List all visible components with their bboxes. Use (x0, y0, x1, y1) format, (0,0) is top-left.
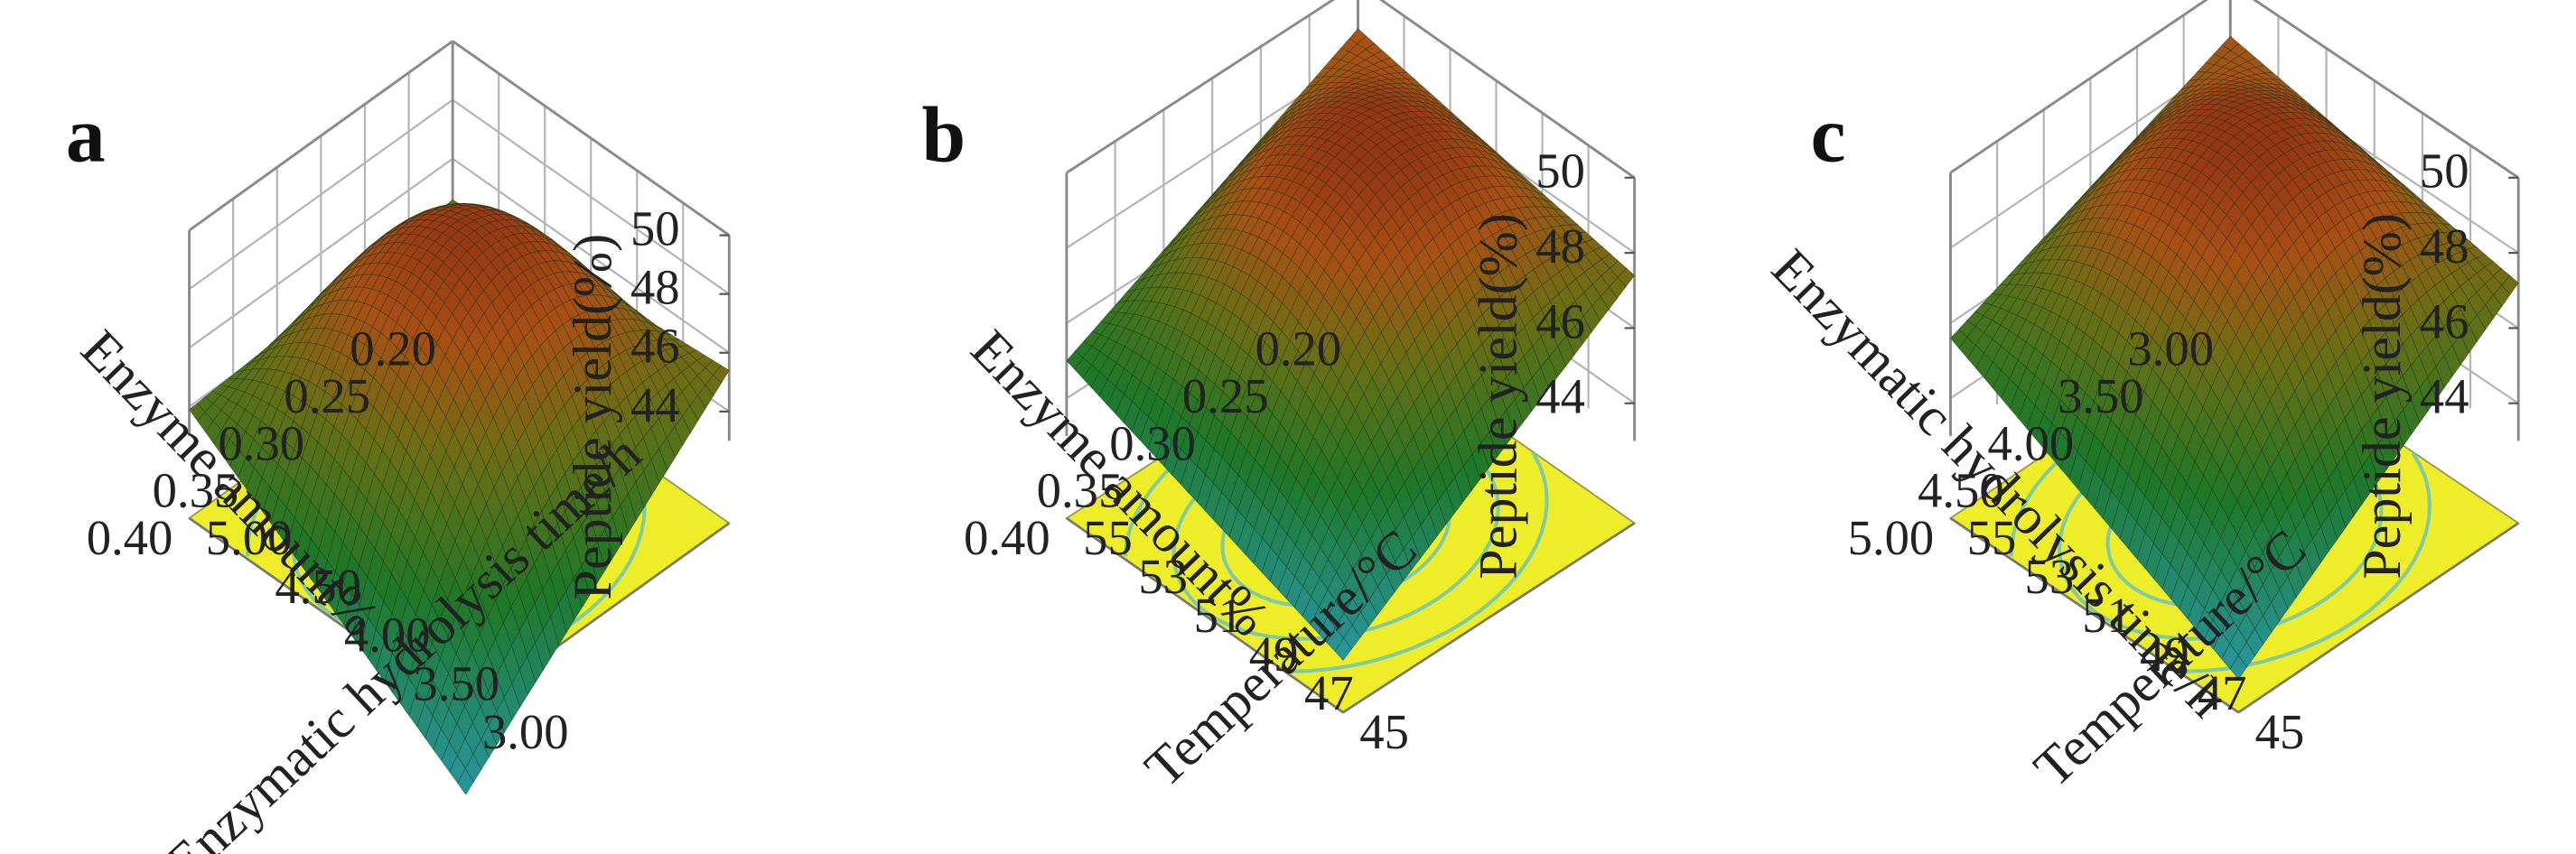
right-axis-tick-label: 51 (1194, 588, 1244, 643)
z-tick-label: 44 (1535, 369, 1585, 424)
left-axis-tick-label: 5.00 (1848, 510, 1935, 565)
z-axis-label: Peptide yield(%) (1468, 213, 1528, 580)
z-tick-label: 44 (2420, 369, 2469, 424)
panel-letter: c (1811, 91, 1846, 179)
right-axis-tick-label: 5.00 (206, 510, 293, 565)
floor-edge-line (1342, 522, 1636, 714)
right-axis-tick-label: 45 (1359, 704, 1409, 759)
right-axis-tick-label: 53 (2025, 549, 2075, 604)
right-axis-tick-label: 4.00 (344, 608, 431, 663)
wall-grid-line (452, 98, 730, 295)
left-axis-tick-label: 0.30 (218, 415, 304, 470)
wall-grid-line (188, 157, 453, 349)
left-axis-tick-label: 0.25 (284, 368, 370, 423)
right-axis-tick-label: 55 (1967, 510, 2017, 565)
left-axis-tick-label: 0.40 (87, 510, 173, 565)
z-tick-label: 46 (2420, 293, 2469, 348)
surface-cell (457, 767, 474, 795)
right-axis-tick-label: 51 (2082, 588, 2132, 643)
wall-grid-line (188, 98, 453, 291)
z-tick-label: 44 (630, 377, 680, 432)
z-tick-label: 48 (630, 260, 680, 315)
right-axis-tick-label: 45 (2255, 704, 2305, 759)
right-axis-tick-label: 53 (1138, 549, 1188, 604)
floor-edge-line (1066, 516, 1344, 714)
panel-letter: a (66, 91, 106, 179)
wall-frame-line (1378, 0, 1636, 180)
z-tick-label: 46 (1535, 293, 1585, 348)
right-axis-tick-label: 47 (1304, 665, 1354, 720)
left-axis-tick-label: 0.35 (153, 463, 239, 518)
z-axis-label: Peptide yield(%) (563, 234, 623, 600)
right-axis-tick-label: 3.50 (413, 655, 499, 710)
z-tick-label: 50 (2420, 144, 2469, 199)
z-tick-label: 46 (630, 319, 680, 374)
z-tick-label: 50 (630, 201, 680, 256)
right-axis-tick-label: 55 (1083, 510, 1133, 565)
panel-letter: b (922, 91, 966, 179)
right-axis-tick-label: 4.50 (275, 559, 361, 614)
z-tick-label: 50 (1535, 144, 1585, 199)
wall-grid-line (452, 157, 730, 354)
z-axis-label: Peptide yield(%) (2352, 213, 2413, 580)
left-axis-tick-label: 0.20 (350, 321, 436, 376)
wall-frame-line (1066, 0, 1336, 174)
z-tick-label: 48 (2420, 218, 2469, 274)
response-surface (1066, 28, 1636, 661)
left-axis-tick-label: 0.40 (964, 510, 1050, 565)
right-axis-tick-label: 3.00 (482, 704, 569, 759)
right-axis-tick-label: 47 (2198, 665, 2247, 720)
wall-frame-line (188, 40, 454, 232)
response-surface (189, 199, 730, 795)
wall-frame-line (452, 40, 731, 237)
z-tick-label: 48 (1535, 218, 1585, 274)
